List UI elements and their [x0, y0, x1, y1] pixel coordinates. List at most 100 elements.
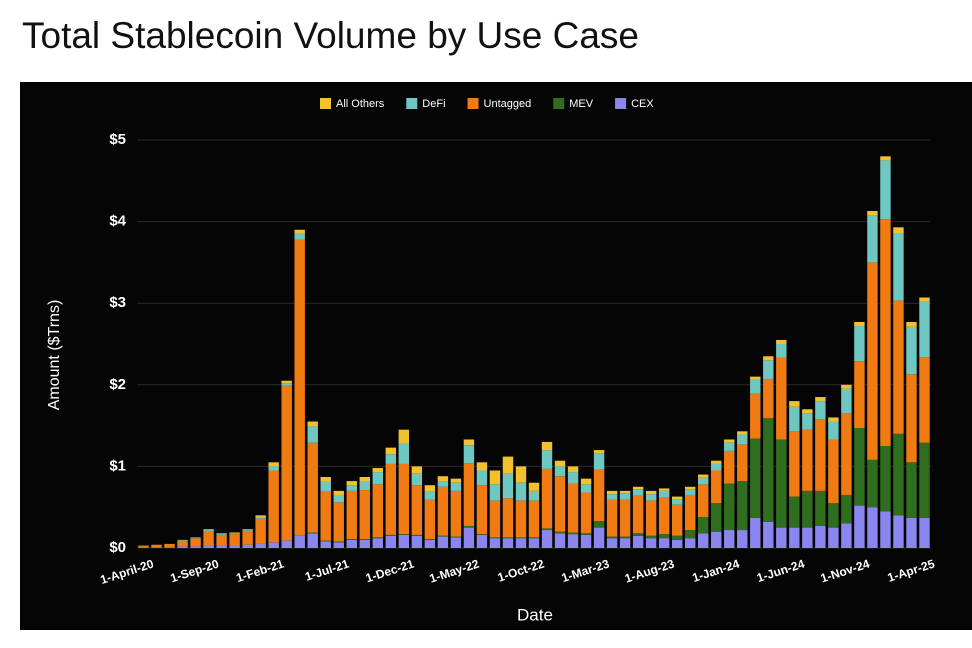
bar-segment — [867, 507, 878, 548]
bar-segment — [802, 527, 813, 548]
bar-segment — [698, 516, 709, 534]
y-tick-label: $4 — [109, 213, 126, 230]
bar-segment — [632, 495, 644, 534]
bar-segment — [828, 503, 839, 528]
bar-segment — [593, 453, 605, 470]
bar-segment — [854, 321, 865, 327]
bar-segment — [203, 531, 214, 546]
bar-segment — [372, 468, 384, 473]
bar-segment — [138, 547, 149, 548]
bar-segment — [684, 486, 696, 490]
bar-segment — [671, 504, 683, 536]
legend-label: CEX — [631, 98, 654, 110]
bar-segment — [919, 297, 930, 302]
bar-segment — [593, 469, 605, 522]
bar-segment — [255, 543, 266, 548]
bar-segment — [216, 545, 227, 548]
bar-segment — [502, 537, 514, 539]
bar-segment — [867, 215, 878, 263]
bar-segment — [385, 447, 397, 455]
bar-segment — [789, 496, 800, 528]
bar-segment — [763, 360, 774, 380]
bar-segment — [919, 301, 930, 358]
bar-segment — [684, 530, 696, 539]
bar-segment — [893, 515, 904, 548]
bar-segment — [841, 494, 852, 524]
bar-segment — [229, 545, 240, 548]
bar-segment — [372, 472, 384, 485]
bar-segment — [828, 421, 839, 440]
bar-segment — [463, 527, 475, 548]
bar-segment — [711, 503, 722, 532]
bar-segment — [515, 466, 527, 483]
bar-segment — [307, 426, 318, 443]
bar-segment — [424, 499, 436, 540]
bar-segment — [893, 233, 904, 301]
bar-segment — [437, 536, 449, 548]
bar-segment — [802, 413, 813, 430]
bar-segment — [359, 481, 370, 491]
bar-segment — [294, 229, 305, 234]
bar-segment — [619, 499, 631, 537]
bar-segment — [776, 439, 787, 528]
bar-segment — [307, 533, 318, 548]
bar-segment — [372, 538, 384, 548]
bar-segment — [307, 532, 318, 534]
bar-segment — [216, 534, 227, 546]
bar-segment — [359, 539, 370, 540]
bar-segment — [619, 538, 631, 548]
bar-segment — [489, 484, 501, 501]
bar-segment — [489, 538, 501, 548]
bar-segment — [854, 428, 865, 506]
bar-segment — [138, 545, 149, 548]
bar-segment — [763, 379, 774, 419]
bar-segment — [463, 525, 475, 528]
bar-segment — [411, 534, 423, 536]
bar-segment — [515, 482, 527, 501]
bar-segment — [528, 538, 540, 548]
bar-segment — [776, 357, 787, 440]
bar-segment — [893, 300, 904, 434]
bar-segment — [164, 543, 175, 548]
bar-segment — [619, 490, 631, 494]
bar-segment — [476, 462, 488, 471]
bar-segment — [177, 540, 188, 547]
bar-segment — [880, 219, 891, 446]
bar-segment — [476, 470, 488, 486]
bar-segment — [802, 409, 813, 414]
bar-segment — [789, 406, 800, 432]
bar-segment — [880, 156, 891, 161]
bar-segment — [776, 527, 787, 548]
bar-segment — [333, 542, 344, 548]
bar-segment — [841, 523, 852, 548]
bar-segment — [385, 535, 397, 548]
bar-segment — [320, 481, 331, 492]
bar-segment — [463, 463, 475, 526]
legend-label: Untagged — [484, 98, 532, 110]
bar-segment — [398, 463, 410, 535]
x-axis-label: Date — [517, 605, 553, 624]
legend-swatch — [553, 98, 565, 109]
bar-segment — [346, 490, 357, 540]
bar-segment — [802, 429, 813, 491]
bar-segment — [502, 456, 514, 474]
bar-segment — [177, 546, 188, 548]
bar-segment — [789, 401, 800, 407]
bar-segment — [750, 379, 761, 394]
bar-segment — [893, 227, 904, 234]
bar-segment — [281, 385, 292, 541]
bar-segment — [645, 490, 657, 495]
bar-segment — [541, 441, 553, 451]
bar-segment — [320, 541, 331, 548]
bar-segment — [372, 537, 384, 539]
bar-segment — [372, 484, 384, 538]
bar-segment — [151, 544, 162, 548]
bar-segment — [450, 478, 462, 483]
bar-segment — [750, 376, 761, 380]
bar-segment — [463, 439, 475, 446]
bar-segment — [528, 537, 540, 539]
bar-segment — [190, 546, 201, 548]
bar-segment — [750, 517, 761, 548]
bar-segment — [593, 521, 605, 528]
